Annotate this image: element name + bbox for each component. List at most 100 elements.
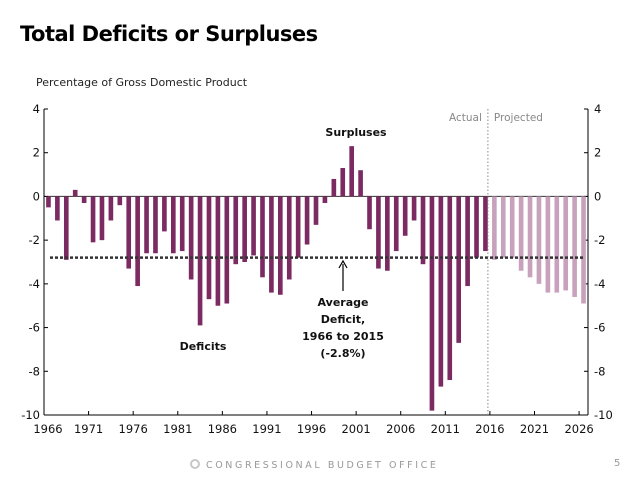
- average-deficit-label: Average: [318, 296, 369, 309]
- footer: CONGRESSIONAL BUDGET OFFICE: [190, 459, 438, 471]
- footer-text: CONGRESSIONAL BUDGET OFFICE: [206, 460, 439, 471]
- actual-bar: [188, 196, 194, 280]
- actual-bar: [99, 196, 105, 241]
- actual-bar: [260, 196, 265, 278]
- actual-bar: [233, 196, 239, 265]
- projected-bar: [563, 196, 569, 291]
- projected-bar: [492, 196, 497, 260]
- actual-bar: [179, 196, 185, 252]
- actual-bar: [483, 196, 488, 252]
- x-tick-label: 1966: [33, 422, 62, 436]
- actual-bar: [46, 196, 51, 208]
- actual-bar: [447, 196, 453, 381]
- actual-bar: [90, 196, 96, 243]
- page-number: 5: [614, 458, 621, 469]
- y-tick-label-right: -8: [594, 364, 605, 378]
- y-tick-label: 4: [33, 102, 40, 116]
- actual-bar: [393, 196, 399, 252]
- x-tick-label: 2016: [475, 422, 504, 436]
- x-tick-label: 2011: [431, 422, 460, 436]
- y-tick-label: 0: [33, 189, 40, 203]
- actual-bar: [349, 146, 354, 197]
- actual-bar: [376, 196, 381, 269]
- x-tick-label: 2006: [386, 422, 415, 436]
- projected-bar: [500, 196, 506, 258]
- actual-bar: [224, 196, 230, 304]
- projected-bar: [509, 196, 515, 258]
- y-tick-label-right: 0: [594, 189, 601, 203]
- actual-bar: [456, 196, 462, 343]
- actual-bar: [197, 196, 203, 326]
- actual-bar: [162, 196, 167, 232]
- actual-bar: [313, 196, 319, 225]
- actual-bar: [144, 196, 149, 254]
- actual-bar: [63, 196, 69, 260]
- projected-bar: [527, 196, 533, 278]
- actual-bar: [215, 196, 221, 306]
- average-deficit-label: (-2.8%): [320, 347, 365, 360]
- actual-bar: [72, 189, 78, 197]
- actual-label: Actual: [449, 112, 482, 124]
- x-tick-label: 1976: [119, 422, 148, 436]
- projected-label: Projected: [494, 112, 543, 124]
- y-tick-label-right: -10: [594, 408, 613, 422]
- projected-bar: [545, 196, 551, 293]
- x-tick-label: 2021: [520, 422, 549, 436]
- y-axis-label: Percentage of Gross Domestic Product: [36, 76, 248, 89]
- actual-bar: [153, 196, 158, 254]
- y-tick-label-right: 2: [594, 146, 601, 160]
- actual-bar: [358, 170, 363, 197]
- surpluses-label: Surpluses: [325, 126, 387, 139]
- actual-bar: [251, 196, 256, 256]
- actual-bar: [331, 178, 337, 197]
- y-tick-label: -6: [29, 321, 40, 335]
- projected-bar: [554, 196, 560, 293]
- y-tick-label: -8: [29, 364, 40, 378]
- actual-bar: [429, 196, 435, 411]
- x-tick-label: 1996: [297, 422, 326, 436]
- projected-bar: [581, 196, 586, 304]
- actual-bar: [411, 196, 417, 221]
- x-tick-label: 1971: [74, 422, 103, 436]
- actual-bar: [242, 196, 247, 262]
- cbo-logo-icon: [190, 459, 200, 469]
- actual-bar: [81, 196, 87, 203]
- y-tick-label-right: -2: [594, 233, 605, 247]
- actual-bar: [108, 196, 114, 221]
- actual-bar: [367, 196, 372, 230]
- actual-bar: [126, 196, 132, 269]
- actual-bar: [278, 196, 283, 295]
- y-tick-label: 2: [33, 146, 40, 160]
- average-deficit-label: 1966 to 2015: [302, 330, 384, 343]
- actual-bar: [385, 196, 390, 271]
- projected-bar: [518, 196, 524, 271]
- average-deficit-label: Deficit,: [321, 313, 365, 326]
- actual-bar: [117, 196, 123, 206]
- x-tick-label: 2001: [341, 422, 370, 436]
- x-tick-label: 1986: [208, 422, 237, 436]
- actual-bar: [340, 168, 346, 197]
- actual-bar: [322, 196, 328, 203]
- arrow-head-icon: [338, 259, 348, 269]
- y-tick-label: -2: [29, 233, 40, 247]
- actual-bar: [420, 196, 426, 265]
- actual-bar: [474, 196, 479, 258]
- y-tick-label-right: -6: [594, 321, 605, 335]
- y-tick-label: -4: [29, 277, 40, 291]
- actual-bar: [206, 196, 212, 300]
- actual-bar: [438, 196, 444, 387]
- actual-bar: [170, 196, 176, 254]
- y-tick-label-right: 4: [594, 102, 601, 116]
- actual-bar: [304, 196, 310, 245]
- y-tick-label-right: -4: [594, 277, 605, 291]
- projected-bar: [536, 196, 542, 284]
- actual-bar: [135, 196, 140, 287]
- actual-bar: [402, 196, 408, 236]
- x-tick-label: 2026: [564, 422, 593, 436]
- chart-title: Total Deficits or Surpluses: [20, 22, 318, 46]
- x-tick-label: 1981: [163, 422, 192, 436]
- projected-bar: [572, 196, 577, 297]
- actual-bar: [465, 196, 470, 287]
- y-tick-label: -10: [21, 408, 40, 422]
